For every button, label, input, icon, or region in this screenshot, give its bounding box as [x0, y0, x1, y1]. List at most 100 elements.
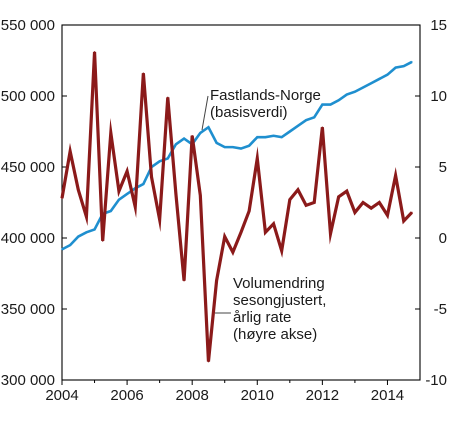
x-tick-label: 2014	[371, 387, 404, 404]
data-point	[354, 90, 356, 93]
data-point	[329, 232, 332, 235]
data-point	[215, 279, 218, 282]
left-tick-label: 500 000	[1, 88, 55, 105]
data-point	[93, 51, 96, 53]
data-point	[101, 240, 104, 242]
data-point	[378, 78, 381, 80]
data-point	[264, 136, 267, 138]
data-point	[142, 72, 145, 75]
data-point	[345, 190, 348, 192]
data-point	[61, 197, 63, 200]
data-point	[150, 176, 153, 178]
data-point	[175, 193, 177, 195]
data-point	[158, 160, 161, 163]
annotation-line: (basisverdi)	[210, 104, 288, 121]
data-point	[77, 188, 80, 191]
data-point	[272, 134, 275, 137]
data-point	[402, 220, 405, 222]
data-point	[166, 157, 169, 160]
data-point	[248, 144, 250, 147]
left-tick-label: 300 000	[1, 372, 55, 389]
axes	[61, 24, 421, 381]
x-tick-label: 2012	[306, 387, 339, 404]
data-point	[264, 231, 267, 234]
data-point	[61, 248, 63, 251]
data-point	[232, 146, 234, 148]
left-tick-label: 350 000	[1, 301, 55, 318]
data-point	[362, 86, 364, 89]
data-point	[329, 103, 332, 106]
data-point	[411, 61, 413, 63]
data-point	[85, 231, 88, 234]
series-0	[61, 60, 413, 251]
annotations: Fastlands-Norge(basisverdi) Volumendrings…	[201, 87, 326, 343]
series-line	[60, 51, 414, 362]
data-point	[305, 119, 307, 121]
left-tick-label: 550 000	[1, 17, 55, 34]
data-point	[313, 116, 316, 119]
data-point	[402, 65, 405, 67]
data-point	[166, 96, 169, 99]
data-point	[69, 244, 71, 246]
data-point	[240, 231, 242, 234]
data-point	[183, 137, 185, 140]
data-point	[158, 218, 161, 221]
data-point	[240, 147, 242, 150]
data-point	[256, 157, 259, 160]
data-point	[305, 204, 307, 207]
data-point	[118, 198, 120, 201]
data-point	[272, 223, 275, 225]
data-point	[126, 170, 128, 173]
annotation-line: sesongjustert,	[233, 292, 326, 309]
annotation-line: Volumendring	[233, 275, 325, 292]
data-point	[370, 207, 372, 209]
data-point	[394, 66, 397, 69]
data-point	[386, 73, 389, 76]
data-point	[69, 150, 71, 153]
data-point	[289, 130, 291, 133]
x-axis-ticks: 2004 2006 2008 2010 2012 2014	[45, 380, 404, 404]
data-point	[313, 201, 316, 204]
right-axis-ticks: -10 -5 0 5 10 15	[415, 17, 447, 389]
data-point	[297, 125, 299, 127]
series-layer	[60, 51, 414, 363]
data-point	[191, 134, 193, 137]
data-point	[126, 193, 128, 195]
series-1	[60, 51, 414, 363]
annotation-line: årlig rate	[233, 309, 291, 326]
right-tick-label: 0	[439, 230, 447, 247]
data-point	[370, 82, 372, 85]
data-point	[199, 194, 202, 197]
left-tick-label: 400 000	[1, 230, 55, 247]
right-tick-label: 5	[439, 159, 447, 176]
left-axis-ticks: 300 000 350 000 400 000 450 000 500 000 550 0…	[1, 17, 67, 389]
x-tick-label: 2004	[45, 387, 78, 404]
data-point	[223, 235, 226, 238]
data-point	[386, 214, 389, 217]
data-point	[110, 132, 112, 134]
data-point	[134, 205, 137, 208]
x-tick-label: 2006	[110, 387, 143, 404]
right-tick-label: 10	[430, 88, 447, 105]
data-point	[142, 183, 145, 185]
data-point	[175, 143, 177, 146]
data-point	[337, 99, 340, 102]
data-point	[118, 190, 120, 192]
data-point	[345, 93, 348, 96]
data-point	[77, 235, 80, 238]
data-point	[85, 215, 88, 218]
data-point	[354, 211, 356, 214]
x-tick-label: 2008	[175, 387, 208, 404]
data-point	[207, 360, 210, 363]
data-point	[411, 211, 413, 214]
plot-frame	[61, 24, 421, 381]
data-point	[394, 174, 397, 177]
annotation-0: Fastlands-Norge(basisverdi)	[201, 87, 321, 131]
data-point	[297, 188, 299, 191]
data-point	[321, 126, 324, 129]
data-point	[232, 251, 234, 253]
right-tick-label: -5	[434, 301, 447, 318]
data-point	[362, 201, 364, 204]
